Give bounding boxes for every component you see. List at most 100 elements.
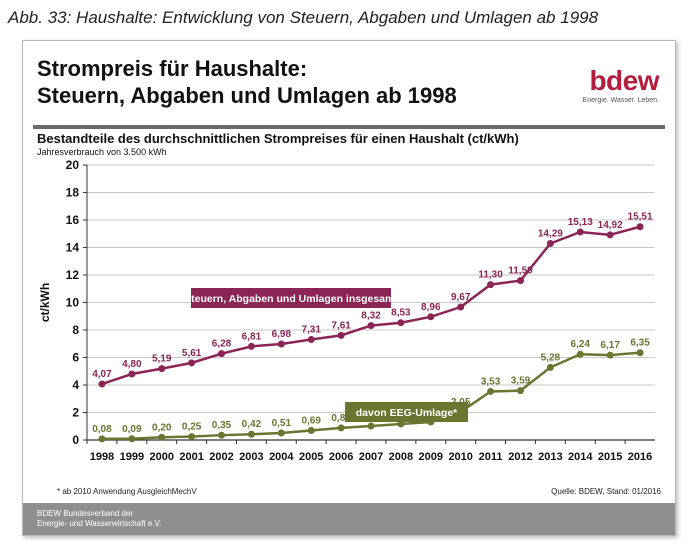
data-label: 15,51: [628, 212, 653, 223]
x-tick-label: 2015: [598, 451, 622, 463]
data-label: 11,59: [508, 266, 533, 277]
x-tick-label: 2008: [389, 451, 413, 463]
data-point: [337, 424, 345, 432]
y-tick-label: 6: [72, 351, 79, 365]
data-point: [516, 387, 524, 395]
data-point: [576, 350, 584, 358]
footer-line2: Energie- und Wasserwirtschaft e.V.: [37, 519, 162, 528]
data-label: 14,92: [598, 220, 623, 231]
chart-subsubtitle: Jahresverbrauch von 3.500 kWh: [37, 147, 167, 157]
slide-title: Strompreis für Haushalte: Steuern, Abgab…: [37, 55, 457, 109]
data-point: [128, 370, 136, 378]
data-point: [277, 429, 285, 437]
data-label: 0,69: [301, 416, 321, 427]
x-tick-label: 2011: [479, 451, 503, 463]
data-label: 6,98: [272, 329, 292, 340]
data-point: [158, 433, 166, 441]
data-label: 0,20: [152, 422, 172, 433]
data-label: 5,19: [152, 354, 172, 365]
data-label: 8,32: [361, 311, 381, 322]
data-label: 7,61: [331, 320, 351, 331]
data-point: [98, 435, 106, 443]
data-point: [516, 277, 524, 285]
data-label: 8,96: [421, 302, 441, 313]
series-layer: 4,07 4,80 5,19 5,61 6,28 6,81 6,98 7,31 7,61 8,32…: [92, 212, 653, 443]
data-label: 14,29: [538, 229, 563, 240]
slide-title-line2: Steuern, Abgaben und Umlagen ab 1998: [37, 83, 457, 108]
data-label: 0,09: [122, 424, 142, 435]
legend-label: davon EEG-Umlage*: [356, 407, 458, 419]
x-tick-label: 2003: [239, 451, 263, 463]
x-tick-label: 2016: [628, 451, 652, 463]
x-tick-label: 2009: [419, 451, 443, 463]
data-label: 6,24: [571, 339, 591, 350]
data-label: 11,30: [478, 270, 503, 281]
data-point: [158, 365, 166, 373]
x-tick-label: 2007: [359, 451, 383, 463]
logo-wordmark: bdew: [589, 65, 659, 96]
line-chart: 0 2 4 6 8 10 12 14 16 18 20 ct/kWh 1998 1999 2000 2001 2…: [38, 158, 655, 463]
data-label: 0,42: [242, 419, 262, 430]
data-point: [128, 435, 136, 443]
legend-label: Steuern, Abgaben und Umlagen insgesamt: [184, 293, 398, 305]
x-tick-label: 1998: [90, 451, 114, 463]
title-divider: [33, 125, 665, 129]
x-tick-label: 2005: [299, 451, 323, 463]
x-tick-label: 2000: [149, 451, 173, 463]
footnote: * ab 2010 Anwendung AusgleichMechV: [57, 487, 197, 496]
figure-caption: Abb. 33: Haushalte: Entwicklung von Steu…: [8, 8, 599, 27]
data-label: 6,35: [630, 338, 650, 349]
x-tick-label: 2002: [209, 451, 233, 463]
data-label: 15,13: [568, 217, 593, 228]
data-point: [247, 342, 255, 350]
data-point: [487, 281, 495, 289]
data-label: 6,81: [242, 331, 262, 342]
footer-bar: BDEW Bundesverband der Energie- und Wass…: [23, 503, 675, 535]
data-label: 3,53: [481, 376, 501, 387]
y-tick-label: 16: [66, 213, 80, 227]
x-tick-label: 2001: [179, 451, 203, 463]
data-label: 4,07: [92, 369, 112, 380]
data-label: 3,59: [511, 376, 531, 387]
data-point: [606, 231, 614, 239]
x-tick-label: 2010: [448, 451, 472, 463]
data-point: [367, 422, 375, 430]
chart-subtitle: Bestandteile des durchschnittlichen Stro…: [37, 131, 519, 146]
x-tick-label: 2006: [329, 451, 353, 463]
data-point: [188, 359, 196, 367]
data-point: [546, 363, 554, 371]
y-tick-label: 8: [72, 323, 79, 337]
y-tick-label: 2: [72, 406, 79, 420]
data-point: [487, 387, 495, 395]
y-tick-label: 14: [66, 241, 80, 255]
footer-line1: BDEW Bundesverband der: [37, 509, 134, 518]
data-point: [247, 430, 255, 438]
y-axis-label: ct/kWh: [38, 283, 52, 322]
data-label: 0,88: [331, 413, 351, 424]
data-point: [457, 303, 465, 311]
x-tick-label: 2014: [568, 451, 593, 463]
data-point: [606, 351, 614, 359]
bdew-logo: bdew Energie. Wasser. Leben.: [582, 65, 660, 105]
data-point: [576, 228, 584, 236]
data-point: [636, 349, 644, 357]
x-tick-label: 1999: [120, 451, 144, 463]
data-point: [546, 240, 554, 248]
data-point: [277, 340, 285, 348]
data-label: 8,53: [391, 308, 411, 319]
data-point: [218, 350, 226, 358]
slide-title-line1: Strompreis für Haushalte:: [37, 56, 308, 81]
legend-box: [191, 288, 391, 308]
logo-tagline: Energie. Wasser. Leben.: [582, 97, 659, 104]
data-point: [397, 319, 405, 327]
y-tick-label: 10: [66, 296, 80, 310]
data-label: 7,31: [301, 324, 321, 335]
source-note: Quelle: BDEW, Stand: 01/2016: [551, 487, 661, 496]
data-point: [337, 331, 345, 339]
legend-box: [345, 402, 468, 422]
data-point: [218, 431, 226, 439]
data-point: [98, 380, 106, 388]
data-label: 0,51: [272, 418, 292, 429]
data-label: 6,28: [212, 339, 232, 350]
x-tick-label: 2012: [508, 451, 532, 463]
